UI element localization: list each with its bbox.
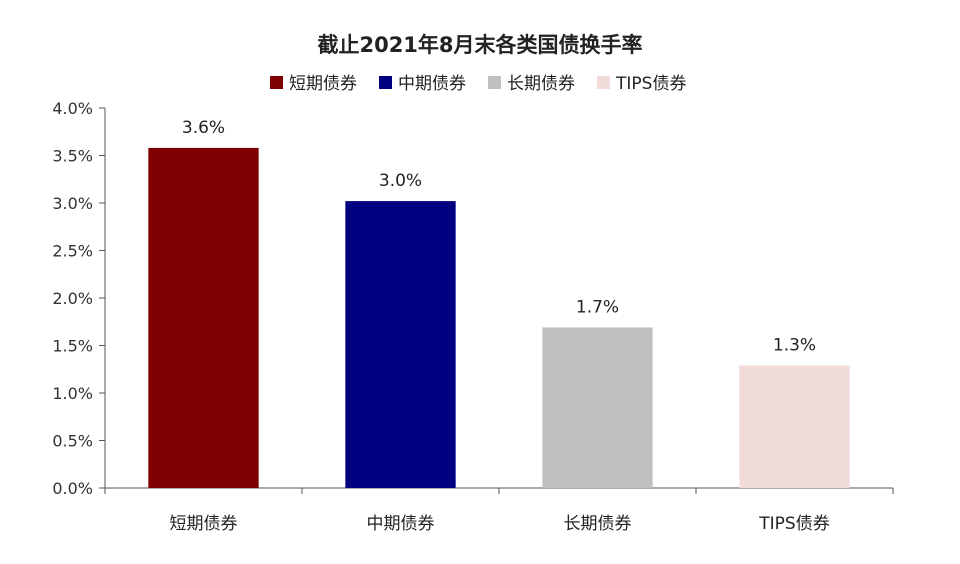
y-tick-label: 0.0% xyxy=(52,479,93,498)
chart-title: 截止2021年8月末各类国债换手率 xyxy=(317,33,642,57)
x-axis: 短期债券 中期债券 长期债券 TIPS债券 xyxy=(104,487,894,534)
y-axis: 0.0% 0.5% 1.0% 1.5% 2.0% 2.5% 3.0% 3.5% 4.0% xyxy=(52,99,106,498)
bars xyxy=(148,147,850,488)
y-tick-label: 1.0% xyxy=(52,384,93,403)
bar-3 xyxy=(542,327,653,488)
legend-swatch xyxy=(488,76,501,89)
data-label: 1.3% xyxy=(773,335,816,355)
x-category-label: 中期债券 xyxy=(367,514,435,534)
x-category-label: 长期债券 xyxy=(564,514,632,534)
y-tick-label: 2.0% xyxy=(52,289,93,308)
data-label: 1.7% xyxy=(576,297,619,317)
data-labels: 3.6% 3.0% 1.7% 1.3% xyxy=(182,118,816,356)
legend-swatch xyxy=(597,76,610,89)
bar-4 xyxy=(739,365,850,488)
legend-label: 中期债券 xyxy=(398,74,466,94)
y-tick-label: 3.5% xyxy=(52,147,93,166)
legend-label: 短期债券 xyxy=(289,74,357,94)
legend: 短期债券 中期债券 长期债券 TIPS债券 xyxy=(270,74,686,94)
y-tick-label: 2.5% xyxy=(52,242,93,261)
bar-1 xyxy=(148,147,259,488)
x-category-label: 短期债券 xyxy=(170,514,238,534)
bar-2 xyxy=(345,201,456,488)
x-category-label: TIPS债券 xyxy=(758,514,829,534)
y-tick-label: 0.5% xyxy=(52,432,93,451)
data-label: 3.0% xyxy=(379,171,422,191)
y-tick-label: 4.0% xyxy=(52,99,93,118)
y-tick-label: 1.5% xyxy=(52,337,93,356)
legend-label: TIPS债券 xyxy=(615,74,686,94)
legend-swatch xyxy=(270,76,283,89)
legend-label: 长期债券 xyxy=(507,74,575,94)
legend-swatch xyxy=(379,76,392,89)
y-tick-label: 3.0% xyxy=(52,194,93,213)
data-label: 3.6% xyxy=(182,118,225,138)
